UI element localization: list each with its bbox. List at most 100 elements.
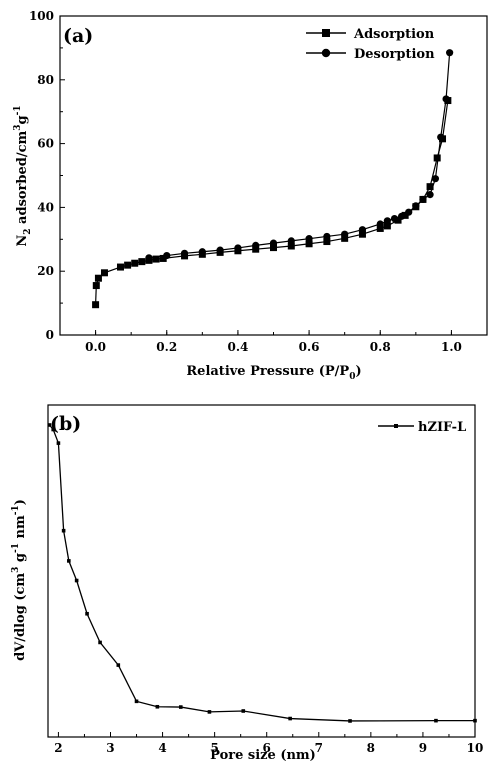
data-point-adsorption xyxy=(358,230,366,238)
data-point-desorption xyxy=(426,191,434,199)
data-point-desorption xyxy=(198,248,206,256)
panel-a-label: (a) xyxy=(63,25,93,47)
data-point-desorption xyxy=(163,251,171,260)
data-point-adsorption xyxy=(252,245,260,253)
data-point-desorption xyxy=(419,195,427,204)
data-point-adsorption xyxy=(100,269,108,277)
data-point-desorption xyxy=(341,230,349,238)
data-point-adsorption xyxy=(131,259,139,267)
data-point-adsorption xyxy=(383,222,391,230)
data-point-hzif-l xyxy=(134,699,139,704)
data-point-hzif-l xyxy=(74,578,79,583)
data-point-hzif-l xyxy=(178,705,183,709)
panel-a-legend: Adsorption Desorption xyxy=(306,27,435,62)
panel-a-chart: 0.0 0.2 0.4 0.6 0.8 1.0 0 20 40 60 80 100 (a) Adsor… xyxy=(13,9,488,382)
data-point-desorption xyxy=(446,49,454,57)
data-point-hzif-l xyxy=(288,716,292,721)
y-tick-label: 20 xyxy=(37,264,54,278)
x-tick-label: 10 xyxy=(467,741,484,755)
data-point-adsorption xyxy=(92,282,100,290)
y-tick-label: 40 xyxy=(37,200,54,214)
legend-marker-desorption xyxy=(321,48,331,58)
x-tick-label: 0.4 xyxy=(227,340,248,354)
data-point-hzif-l xyxy=(47,423,52,427)
series-line-adsorption xyxy=(94,100,449,305)
x-tick-label: 9 xyxy=(419,741,427,755)
panel-a-ticks: 0.0 0.2 0.4 0.6 0.8 1.0 0 20 40 60 80 100 xyxy=(29,9,488,354)
legend-marker-adsorption xyxy=(322,29,330,37)
x-tick-label: 4 xyxy=(158,741,166,755)
data-point-desorption xyxy=(145,254,153,262)
data-point-adsorption xyxy=(159,254,167,262)
data-point-desorption xyxy=(323,232,331,241)
legend-label-desorption: Desorption xyxy=(354,47,435,62)
panel-a-x-axis-title: Relative Pressure (P/P0) xyxy=(186,364,361,382)
x-tick-label: 0.8 xyxy=(370,340,391,354)
data-point-adsorption xyxy=(401,211,409,219)
panel-b-ticks: 2 3 4 5 6 7 8 9 10 xyxy=(54,732,483,755)
data-point-hzif-l xyxy=(155,704,160,709)
x-tick-label: 8 xyxy=(367,741,375,755)
data-point-adsorption xyxy=(433,154,441,162)
x-tick-label: 1.0 xyxy=(441,340,462,354)
data-point-adsorption xyxy=(94,274,102,282)
x-tick-label: 5 xyxy=(210,741,218,755)
legend-marker-hzif-l xyxy=(394,424,398,428)
series-line-hzif-l xyxy=(49,424,475,722)
data-point-desorption xyxy=(405,208,413,216)
y-tick-label: 0 xyxy=(46,328,54,342)
data-point-hzif-l xyxy=(51,427,56,432)
data-point-hzif-l xyxy=(348,719,352,723)
data-point-adsorption xyxy=(138,258,146,266)
data-point-adsorption xyxy=(116,263,124,271)
panel-b-legend: hZIF-L xyxy=(378,420,466,435)
panel-a-series xyxy=(92,49,454,309)
data-point-desorption xyxy=(305,235,313,243)
data-point-desorption xyxy=(376,220,384,228)
x-tick-label: 6 xyxy=(263,741,271,755)
legend-label-hzif-l: hZIF-L xyxy=(418,420,466,435)
panel-b-label: (b) xyxy=(50,413,81,435)
x-tick-label: 7 xyxy=(315,741,323,755)
data-point-desorption xyxy=(234,244,242,252)
data-point-desorption xyxy=(252,241,260,249)
data-point-hzif-l xyxy=(67,559,71,563)
data-point-adsorption xyxy=(376,224,384,232)
data-point-adsorption xyxy=(305,240,313,248)
data-point-desorption xyxy=(398,212,406,220)
data-point-hzif-l xyxy=(61,528,66,533)
data-point-adsorption xyxy=(152,255,160,263)
data-point-adsorption xyxy=(341,234,349,242)
data-point-desorption xyxy=(358,226,367,234)
data-point-adsorption xyxy=(394,216,402,224)
data-point-desorption xyxy=(269,239,278,247)
y-tick-label: 60 xyxy=(37,137,54,151)
panel-b-chart: 2 3 4 5 6 7 8 9 10 (b) hZIF-L Pore size (nm) dV/… xyxy=(11,404,483,763)
data-point-desorption xyxy=(437,133,445,141)
panel-b-y-axis-title: dV/dlog (cm3 g-1 nm-1) xyxy=(11,499,28,661)
data-point-desorption xyxy=(412,202,420,210)
data-point-hzif-l xyxy=(241,709,246,713)
x-tick-label: 0.0 xyxy=(85,340,106,354)
legend-label-adsorption: Adsorption xyxy=(353,27,435,42)
data-point-desorption xyxy=(287,237,295,245)
data-point-adsorption xyxy=(323,238,331,246)
data-point-desorption xyxy=(216,246,224,254)
data-point-desorption xyxy=(390,214,399,223)
data-point-desorption xyxy=(431,175,440,183)
data-point-adsorption xyxy=(92,301,100,309)
data-point-hzif-l xyxy=(85,611,89,616)
x-tick-label: 0.6 xyxy=(299,340,320,354)
data-point-desorption xyxy=(180,249,189,257)
data-point-adsorption xyxy=(426,183,434,191)
x-tick-label: 3 xyxy=(106,741,114,755)
y-tick-label: 80 xyxy=(37,73,54,87)
x-tick-label: 0.2 xyxy=(156,340,177,354)
x-tick-label: 2 xyxy=(54,741,62,755)
data-point-adsorption xyxy=(270,244,277,252)
data-point-hzif-l xyxy=(473,718,477,723)
data-point-desorption xyxy=(442,95,450,103)
data-point-adsorption xyxy=(287,242,295,250)
data-point-desorption xyxy=(383,217,391,225)
